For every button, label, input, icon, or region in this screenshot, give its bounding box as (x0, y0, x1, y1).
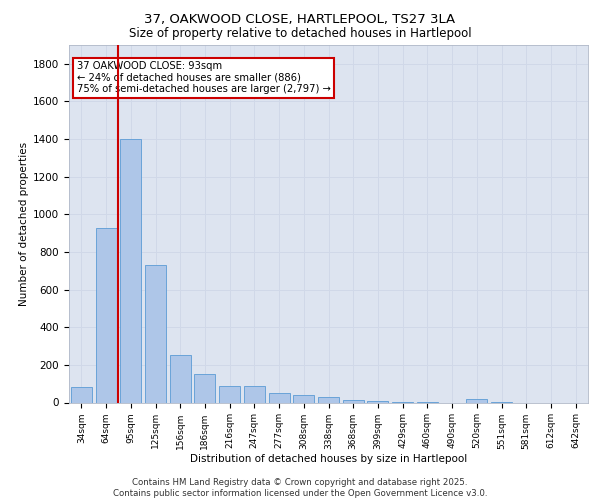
Bar (269, 393, 290, 402)
Bar (466, 398, 487, 402)
Text: 37, OAKWOOD CLOSE, HARTLEPOOL, TS27 3LA: 37, OAKWOOD CLOSE, HARTLEPOOL, TS27 3LA (145, 12, 455, 26)
Bar (293, 395, 314, 402)
Bar (367, 400, 388, 402)
Bar (145, 265, 166, 402)
Bar (170, 356, 191, 403)
Text: Contains HM Land Registry data © Crown copyright and database right 2025.
Contai: Contains HM Land Registry data © Crown c… (113, 478, 487, 498)
Y-axis label: Number of detached properties: Number of detached properties (19, 142, 29, 306)
Bar (194, 374, 215, 402)
Bar (219, 386, 240, 402)
Bar (95, 228, 116, 402)
Bar (71, 388, 92, 402)
Bar (343, 400, 364, 402)
Text: Size of property relative to detached houses in Hartlepool: Size of property relative to detached ho… (128, 28, 472, 40)
X-axis label: Distribution of detached houses by size in Hartlepool: Distribution of detached houses by size … (190, 454, 467, 464)
Text: 37 OAKWOOD CLOSE: 93sqm
← 24% of detached houses are smaller (886)
75% of semi-d: 37 OAKWOOD CLOSE: 93sqm ← 24% of detache… (77, 61, 331, 94)
Bar (318, 397, 339, 402)
Bar (120, 139, 141, 402)
Bar (244, 386, 265, 402)
